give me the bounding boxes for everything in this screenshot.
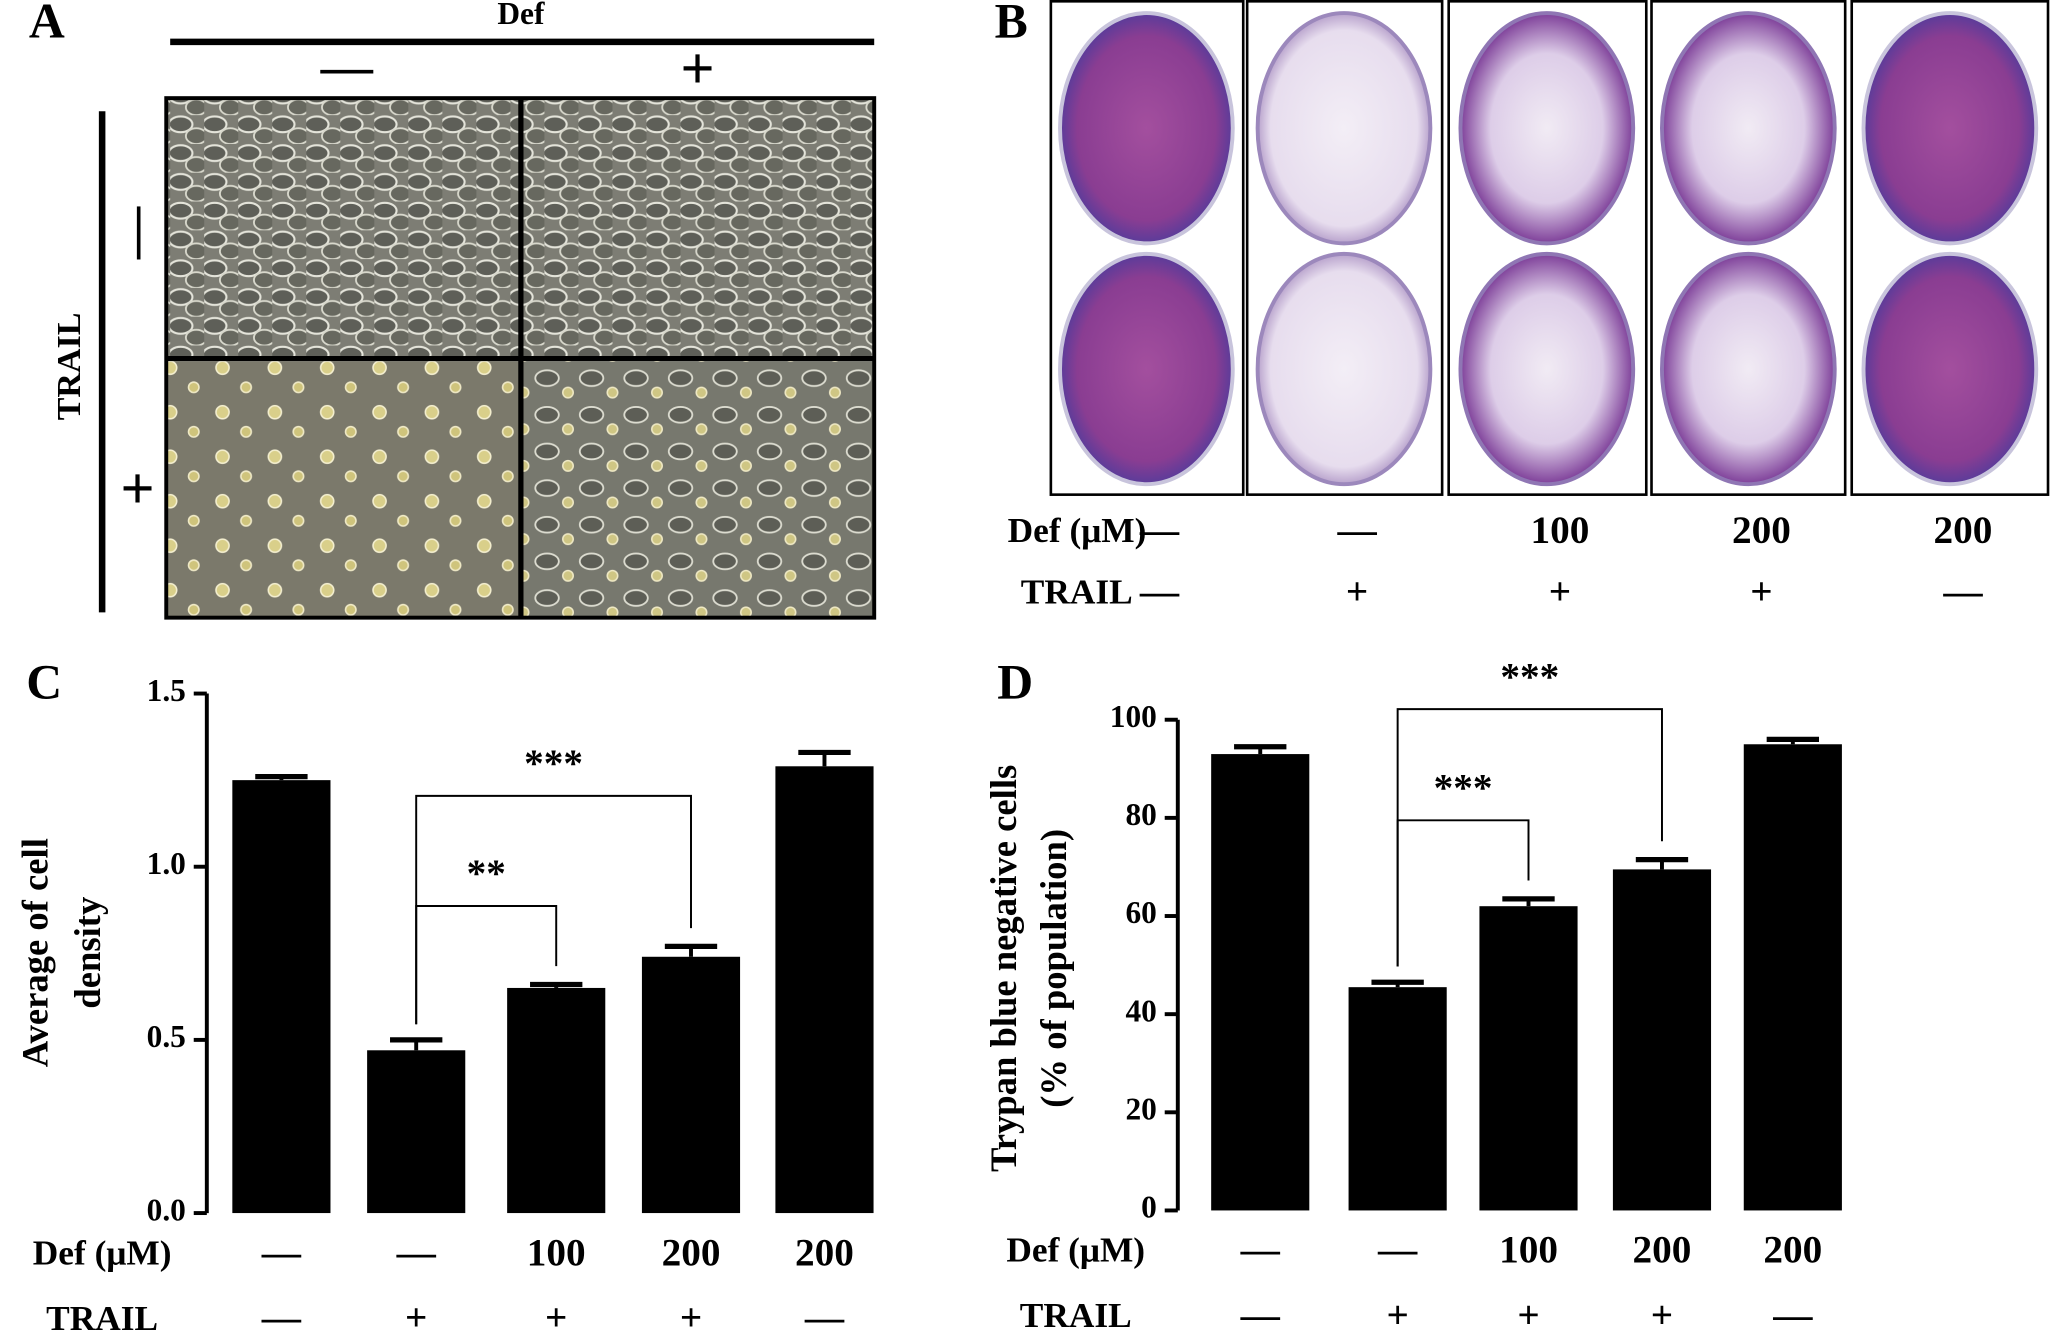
condition-label: + xyxy=(1549,570,1571,613)
condition-label: — xyxy=(261,1231,302,1274)
condition-label: — xyxy=(261,1297,302,1340)
row-label: Def (μM) xyxy=(1006,1231,1145,1270)
micrograph xyxy=(520,361,875,618)
y-tick-label: 0.0 xyxy=(147,1192,186,1227)
panel-a: A Def — + TRAIL — + xyxy=(29,0,877,620)
condition-label: + xyxy=(405,1297,427,1340)
bar xyxy=(507,987,606,1214)
significance-label: ** xyxy=(467,852,506,895)
bar xyxy=(1479,906,1578,1211)
y-tick-label: 40 xyxy=(1125,993,1156,1028)
condition-label: — xyxy=(1336,509,1377,552)
significance-label: *** xyxy=(1434,767,1493,810)
condition-label: + xyxy=(1517,1294,1539,1337)
condition-label: — xyxy=(1772,1294,1813,1337)
bar xyxy=(641,956,741,1214)
panel-b: B xyxy=(995,0,2050,496)
y-tick-label: 100 xyxy=(1110,699,1157,734)
condition-label: + xyxy=(680,1297,702,1340)
condition-label: 100 xyxy=(1530,509,1589,552)
row-label: Def (μM) xyxy=(33,1233,172,1272)
bar xyxy=(1743,744,1842,1211)
condition-label: — xyxy=(1377,1229,1418,1272)
condition-label: 200 xyxy=(1732,509,1791,552)
condition-label: — xyxy=(1240,1229,1281,1272)
significance-label: *** xyxy=(524,742,583,785)
bar xyxy=(367,1050,466,1214)
y-axis-label: (% of population) xyxy=(1033,829,1074,1108)
bar xyxy=(1211,754,1310,1211)
bar xyxy=(232,780,331,1214)
condition-label: + xyxy=(1346,570,1368,613)
condition-label: 100 xyxy=(527,1231,586,1274)
condition-label: — xyxy=(1139,570,1180,613)
def-label: Def xyxy=(497,0,545,31)
y-tick-label: 60 xyxy=(1125,895,1156,930)
trail-label: TRAIL xyxy=(51,313,88,421)
significance-label: *** xyxy=(1500,655,1559,698)
micrograph xyxy=(520,98,875,358)
y-tick-label: 1.0 xyxy=(147,846,186,881)
chart: D Trypan blue negative cells (% of populat… xyxy=(983,654,1842,1337)
condition-label: 100 xyxy=(1499,1229,1558,1272)
bar xyxy=(1348,987,1447,1211)
condition-label: 200 xyxy=(662,1231,721,1274)
condition-label: + xyxy=(545,1297,567,1340)
y-axis-label: Trypan blue negative cells xyxy=(983,765,1024,1172)
bar xyxy=(1612,869,1712,1211)
condition-label: 200 xyxy=(1633,1229,1692,1272)
panel-label: C xyxy=(26,654,62,709)
def-level: + xyxy=(680,35,714,102)
row-label: TRAIL xyxy=(1021,573,1133,612)
bar xyxy=(775,766,874,1214)
micrograph xyxy=(166,361,521,618)
condition-label: 200 xyxy=(1934,509,1993,552)
significance-bracket xyxy=(1396,708,1663,967)
panel-label: A xyxy=(29,0,65,49)
y-axis-label: Average of cell xyxy=(15,838,56,1067)
condition-label: — xyxy=(1942,570,1983,613)
trail-level: — xyxy=(105,206,163,260)
row-label: Def (μM) xyxy=(1008,511,1147,550)
y-tick-label: 0 xyxy=(1141,1190,1157,1225)
y-tick-label: 80 xyxy=(1125,797,1156,832)
condition-label: + xyxy=(1651,1294,1673,1337)
def-level: — xyxy=(320,38,374,96)
condition-label: 200 xyxy=(795,1231,854,1274)
panel-label: B xyxy=(995,0,1028,49)
condition-label: — xyxy=(396,1231,437,1274)
y-tick-label: 20 xyxy=(1125,1092,1156,1127)
condition-label: + xyxy=(1386,1294,1408,1337)
condition-label: + xyxy=(1750,570,1772,613)
plate xyxy=(1049,0,2050,496)
condition-label: — xyxy=(804,1297,845,1340)
panel-label: D xyxy=(997,654,1033,709)
condition-label: — xyxy=(1139,509,1180,552)
condition-label: — xyxy=(1240,1294,1281,1337)
y-axis-label: density xyxy=(67,897,108,1009)
condition-label: 200 xyxy=(1763,1229,1822,1272)
significance-bracket xyxy=(415,794,692,1025)
row-label: TRAIL xyxy=(46,1299,158,1338)
micrograph xyxy=(166,98,521,358)
row-label: TRAIL xyxy=(1020,1296,1132,1335)
y-tick-label: 1.5 xyxy=(147,673,186,708)
trail-level: + xyxy=(120,455,154,522)
y-tick-label: 0.5 xyxy=(147,1019,186,1054)
